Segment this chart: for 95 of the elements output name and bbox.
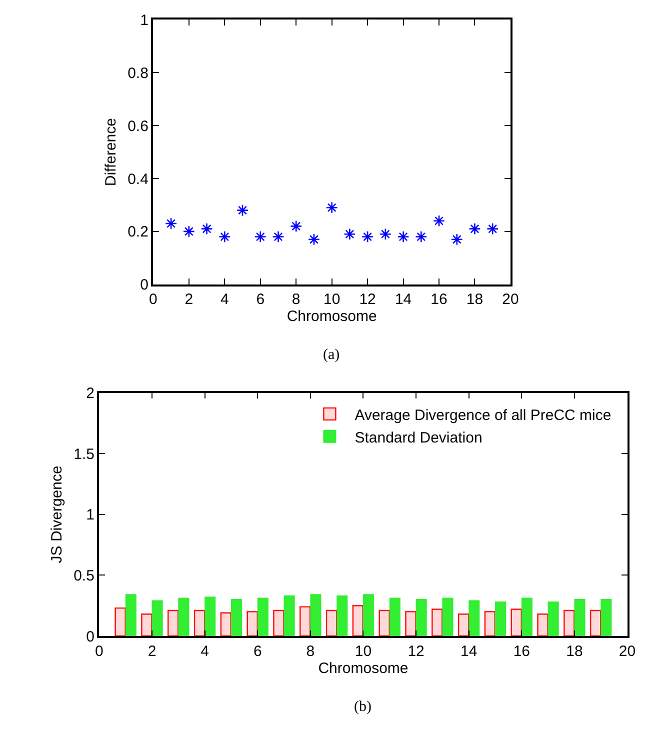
x-tick-label: 8 <box>306 642 315 660</box>
bar <box>125 594 136 636</box>
point <box>415 230 428 243</box>
bar <box>416 599 427 636</box>
point <box>236 204 249 216</box>
x-tick-label: 16 <box>513 642 530 660</box>
point <box>379 228 392 240</box>
y-tick-label: 0.4 <box>128 170 148 188</box>
y-tick-label: 1 <box>140 12 148 29</box>
y-tick-label: 1 <box>86 506 94 524</box>
bar <box>220 612 232 636</box>
bar <box>468 600 480 636</box>
point <box>468 222 481 235</box>
bar <box>363 594 374 636</box>
x-tick-label: 20 <box>618 642 636 660</box>
x-tick-label: 20 <box>502 291 519 308</box>
point <box>165 217 178 230</box>
x-axis-title: Chromosome <box>286 308 377 326</box>
x-tick-label: 14 <box>394 291 412 308</box>
bar <box>178 598 190 636</box>
bar <box>352 605 364 636</box>
bar <box>326 610 338 636</box>
bar <box>590 610 602 636</box>
point <box>182 225 195 238</box>
point <box>290 220 302 232</box>
point <box>200 222 213 235</box>
y-tick-label: 0.5 <box>74 567 94 584</box>
bar <box>484 611 496 636</box>
point <box>218 230 231 243</box>
point <box>432 214 446 227</box>
y-tick-label: 0.8 <box>128 64 148 82</box>
bar <box>548 601 559 636</box>
bar <box>521 598 532 636</box>
x-tick-label: 10 <box>323 291 340 308</box>
legend-label: Standard Deviation <box>354 429 482 446</box>
bar <box>600 599 612 636</box>
bar <box>300 606 311 636</box>
point <box>362 230 374 243</box>
bar <box>152 600 163 636</box>
bar <box>537 614 548 636</box>
x-tick-label: 12 <box>408 642 424 660</box>
x-tick-label: 6 <box>256 291 265 308</box>
bar <box>495 601 506 636</box>
point <box>254 230 266 243</box>
x-tick-label: 18 <box>466 291 484 308</box>
x-tick-label: 16 <box>430 291 448 308</box>
x-axis-title: Chromosome <box>318 660 408 677</box>
bar <box>230 599 242 636</box>
bar <box>194 610 206 636</box>
bar <box>336 595 348 636</box>
bar <box>574 599 586 636</box>
point <box>486 222 499 235</box>
legend-label: Average Divergence of all PreCC mice <box>354 406 612 424</box>
x-tick-label: 6 <box>253 642 262 660</box>
point <box>450 233 463 246</box>
bar <box>246 611 258 636</box>
y-tick-label: 0.6 <box>128 118 148 135</box>
bar <box>114 607 126 636</box>
bar <box>432 608 443 636</box>
bar <box>273 610 284 636</box>
bar <box>168 610 179 636</box>
bar <box>378 610 390 636</box>
text: (a) <box>323 347 340 363</box>
x-tick-label: 4 <box>220 291 229 308</box>
point <box>272 230 284 243</box>
x-tick-label: 12 <box>359 291 376 308</box>
y-tick-label: 0 <box>86 628 94 646</box>
bar <box>141 614 152 636</box>
x-tick-label: 18 <box>566 642 583 660</box>
x-tick-label: 14 <box>460 642 478 660</box>
bar <box>389 598 400 636</box>
bar <box>564 610 575 636</box>
bar <box>284 595 295 636</box>
bar <box>310 594 322 636</box>
y-tick-label: 1.5 <box>74 446 94 463</box>
bar <box>204 596 216 636</box>
x-tick-label: 8 <box>292 291 300 308</box>
point <box>397 230 410 243</box>
point <box>326 202 338 214</box>
point <box>344 228 356 240</box>
y-axis-title: Difference <box>102 118 120 186</box>
y-axis-title: JS Divergence <box>48 466 66 564</box>
text: (b) <box>354 699 372 715</box>
bar <box>257 598 268 636</box>
x-tick-label: 2 <box>184 291 194 308</box>
bar <box>510 608 522 636</box>
y-tick-label: 0 <box>140 276 148 294</box>
bar <box>458 614 470 636</box>
bar <box>442 598 454 636</box>
bar <box>405 611 416 636</box>
point <box>308 233 320 246</box>
x-tick-label: 10 <box>354 642 372 660</box>
y-tick-label: 2 <box>86 385 94 402</box>
x-tick-label: 4 <box>200 642 209 660</box>
y-tick-label: 0.2 <box>128 224 148 241</box>
